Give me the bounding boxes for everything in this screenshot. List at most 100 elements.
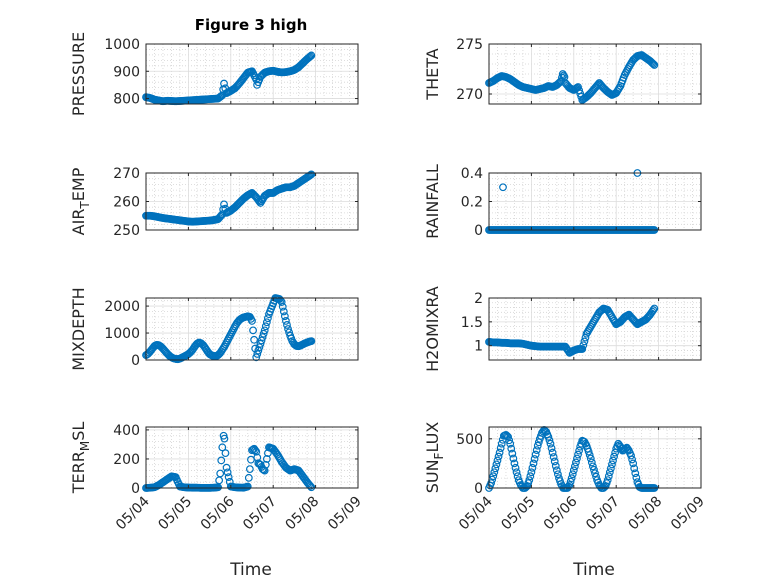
data-point — [550, 457, 559, 466]
y-tick-label: 275 — [456, 37, 483, 53]
y-tick-label: 0 — [131, 353, 140, 369]
data-point — [649, 60, 658, 68]
data-point — [264, 314, 272, 323]
data-point — [564, 482, 573, 491]
subplot-pressure: 800 900 1000 PRESSURE — [69, 32, 359, 116]
data-series — [485, 304, 659, 357]
data-point — [256, 339, 265, 348]
data-point — [503, 431, 511, 440]
data-point — [306, 52, 315, 61]
data-point — [220, 79, 228, 88]
data-point — [223, 468, 232, 477]
data-point — [250, 335, 259, 344]
data-point — [492, 460, 501, 469]
x-tick-label: 05/07 — [240, 494, 280, 534]
data-point — [609, 456, 617, 465]
data-series — [485, 51, 659, 104]
y-tick-label: 260 — [113, 195, 140, 211]
subplot-air: 250 260 270 AIRTEMP — [69, 166, 359, 239]
y-axis-label-subscript: T — [78, 201, 92, 210]
data-point — [600, 483, 609, 491]
data-point — [251, 446, 260, 455]
data-point — [244, 473, 253, 482]
data-point — [648, 59, 657, 67]
y-axis-label-subscript: M — [78, 441, 92, 451]
y-axis-label: RAINFALL — [423, 164, 442, 239]
y-tick-label: 800 — [113, 92, 140, 108]
y-axis-label: MIXDEPTH — [69, 287, 88, 370]
y-tick-label: 0.2 — [461, 195, 483, 211]
data-point — [623, 445, 632, 454]
y-tick-label: 250 — [113, 223, 140, 239]
data-point — [261, 460, 270, 469]
data-point — [567, 474, 576, 483]
axes-box — [488, 43, 702, 105]
data-point — [510, 459, 519, 468]
data-point — [278, 302, 287, 311]
data-point — [283, 321, 291, 329]
data-point — [575, 446, 583, 455]
y-tick-label: 1000 — [104, 37, 140, 53]
data-point — [496, 444, 505, 453]
data-point — [533, 441, 542, 450]
data-point — [497, 439, 506, 448]
data-point — [604, 472, 613, 481]
x-axis-label-left: Time — [229, 560, 272, 580]
y-tick-label: 0.4 — [461, 166, 483, 182]
data-point — [586, 454, 595, 463]
data-point — [548, 448, 557, 457]
data-point — [631, 469, 640, 478]
data-point — [547, 444, 556, 453]
data-point — [584, 447, 593, 456]
data-point — [487, 479, 496, 487]
subplot-rainfall: 0 0.2 0.4 RAINFALL — [423, 164, 702, 239]
x-tick-label: 05/09 — [668, 494, 708, 534]
data-point — [573, 454, 581, 463]
y-axis-label-subscript: F — [432, 452, 446, 459]
data-point — [545, 436, 554, 445]
y-tick-label: 2 — [474, 291, 483, 307]
data-point — [279, 307, 288, 316]
data-point — [573, 83, 581, 92]
data-point — [511, 463, 520, 472]
data-point — [307, 51, 316, 60]
data-point — [305, 53, 314, 62]
data-point — [220, 200, 228, 209]
y-axis-label-main: AIR — [69, 209, 88, 236]
data-point — [627, 451, 635, 460]
data-point — [628, 455, 636, 464]
data-point — [525, 476, 534, 485]
subplot-theta: 270 275 THETA — [423, 37, 702, 105]
y-axis-label: PRESSURE — [69, 32, 88, 116]
y-tick-label: 500 — [456, 432, 483, 448]
data-point — [649, 306, 658, 314]
data-point — [650, 61, 659, 69]
data-point — [603, 476, 612, 485]
x-tick-label: 05/08 — [626, 494, 666, 534]
data-point — [495, 448, 504, 457]
data-point — [262, 318, 271, 327]
x-tick-label: 05/05 — [498, 494, 538, 534]
data-point — [526, 472, 535, 481]
x-tick-label: 05/06 — [198, 493, 238, 533]
data-point — [277, 298, 286, 306]
y-tick-label: 1000 — [104, 326, 140, 342]
data-point — [591, 469, 599, 478]
x-tick-label: 05/06 — [541, 493, 581, 533]
data-point — [629, 459, 638, 468]
data-point — [590, 465, 598, 474]
y-axis-label-main: TERR — [69, 451, 88, 494]
data-point — [529, 459, 538, 468]
data-point — [489, 472, 498, 481]
y-axis-label: H2OMIXRA — [423, 286, 442, 372]
subplot-terr: 0 200 400 05/04 05/05 05/06 05/07 05/08 05/09 TER… — [69, 422, 365, 534]
y-axis-label-main: H2OMIXRA — [423, 286, 442, 372]
data-point — [522, 483, 530, 491]
data-point — [252, 353, 261, 362]
data-point — [546, 439, 555, 448]
data-point — [508, 449, 517, 458]
y-tick-label: 0 — [474, 223, 483, 239]
data-point — [585, 451, 594, 459]
data-point — [569, 466, 578, 475]
